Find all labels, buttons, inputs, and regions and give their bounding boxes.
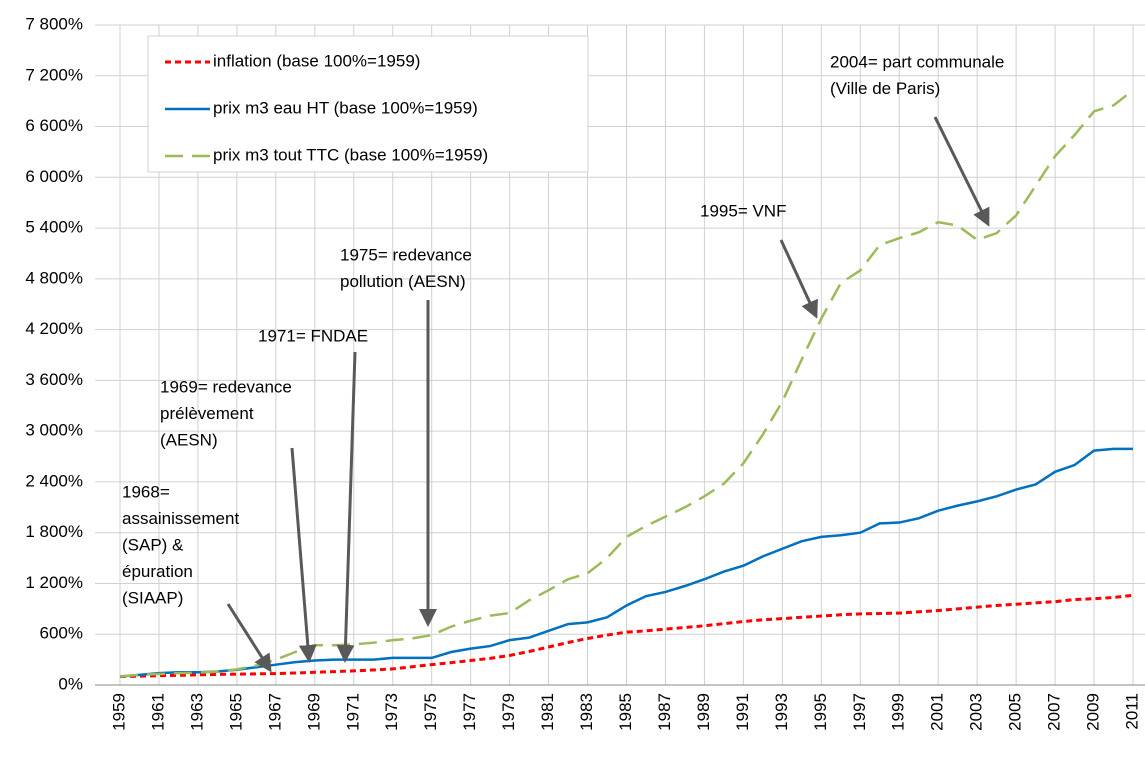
x-tick-label: 1971 bbox=[343, 693, 362, 731]
series-line bbox=[119, 447, 1133, 678]
arrow bbox=[933, 116, 990, 227]
x-tick-label: 1997 bbox=[850, 693, 869, 731]
x-tick-label: 1959 bbox=[109, 693, 128, 731]
x-tick-label: 2009 bbox=[1084, 693, 1103, 731]
x-tick-label: 1989 bbox=[694, 693, 713, 731]
arrow bbox=[779, 239, 818, 319]
x-tick-label: 1991 bbox=[733, 693, 752, 731]
arrows bbox=[226, 116, 990, 673]
x-tick-label: 2003 bbox=[967, 693, 986, 731]
y-tick-label: 4 200% bbox=[25, 319, 83, 338]
annotation: (SIAAP) bbox=[122, 588, 183, 607]
x-tick-label: 2005 bbox=[1006, 693, 1025, 731]
y-tick-label: 1 800% bbox=[25, 522, 83, 541]
y-tick-label: 5 400% bbox=[25, 218, 83, 237]
x-tick-label: 1995 bbox=[811, 693, 830, 731]
arrow bbox=[290, 447, 317, 663]
annotation: 1968= bbox=[122, 482, 170, 501]
annotation: (SAP) & bbox=[122, 535, 184, 554]
x-tick-label: 1963 bbox=[187, 693, 206, 731]
annotation: 1995= VNF bbox=[700, 201, 786, 220]
y-tick-label: 3 000% bbox=[25, 421, 83, 440]
x-tick-label: 1965 bbox=[226, 693, 245, 731]
legend-label: inflation (base 100%=1959) bbox=[213, 51, 420, 70]
annotation: prélèvement bbox=[160, 404, 254, 423]
x-tick-label: 1975 bbox=[421, 693, 440, 731]
annotation: (Ville de Paris) bbox=[830, 79, 940, 98]
y-tick-label: 600% bbox=[40, 624, 83, 643]
annotation: pollution (AESN) bbox=[340, 272, 466, 291]
annotation: assainissement bbox=[122, 509, 239, 528]
y-tick-label: 1 200% bbox=[25, 573, 83, 592]
lines bbox=[119, 89, 1134, 679]
arrow bbox=[226, 603, 272, 673]
y-tick-label: 7 200% bbox=[25, 65, 83, 84]
annotation: 2004= part communale bbox=[830, 52, 1004, 71]
x-tick-label: 1987 bbox=[655, 693, 674, 731]
y-tick-label: 7 800% bbox=[25, 14, 83, 33]
x-tick-label: 1983 bbox=[577, 693, 596, 731]
x-tick-label: 1969 bbox=[304, 693, 323, 731]
legend: inflation (base 100%=1959) prix m3 eau HT… bbox=[147, 35, 589, 173]
legend-box bbox=[147, 35, 589, 173]
annotation: 1975= redevance bbox=[340, 245, 472, 264]
arrow bbox=[336, 351, 357, 663]
y-tick-label: 3 600% bbox=[25, 370, 83, 389]
x-tick-label: 2001 bbox=[928, 693, 947, 731]
series-line bbox=[119, 89, 1134, 678]
annotations: 1968= assainissement (SAP) & épuration (SIAA… bbox=[122, 52, 1004, 607]
x-tick-label: 1977 bbox=[460, 693, 479, 731]
annotation: 1971= FNDAE bbox=[258, 326, 368, 345]
y-tick-label: 2 400% bbox=[25, 471, 83, 490]
x-tick-label: 1993 bbox=[772, 693, 791, 731]
annotation: (AESN) bbox=[160, 430, 218, 449]
x-tick-label: 1999 bbox=[889, 693, 908, 731]
x-tick-label: 1967 bbox=[265, 693, 284, 731]
x-tick-label: 2011 bbox=[1122, 693, 1141, 730]
x-tick-label: 1961 bbox=[148, 693, 167, 731]
y-tick-label: 6 600% bbox=[25, 116, 83, 135]
y-tick-label: 6 000% bbox=[25, 167, 83, 186]
annotation: 1969= redevance bbox=[160, 377, 292, 396]
y-tick-label: 4 800% bbox=[25, 268, 83, 287]
x-tick-label: 1985 bbox=[616, 693, 635, 731]
annotation: épuration bbox=[122, 562, 193, 581]
x-tick-label: 1979 bbox=[499, 693, 518, 731]
x-tick-label: 1973 bbox=[382, 693, 401, 731]
x-tick-label: 2007 bbox=[1045, 693, 1064, 731]
y-tick-label: 0% bbox=[58, 674, 83, 693]
legend-label: prix m3 tout TTC (base 100%=1959) bbox=[213, 145, 488, 164]
legend-label: prix m3 eau HT (base 100%=1959) bbox=[213, 98, 478, 117]
x-tick-label: 1981 bbox=[538, 693, 557, 731]
